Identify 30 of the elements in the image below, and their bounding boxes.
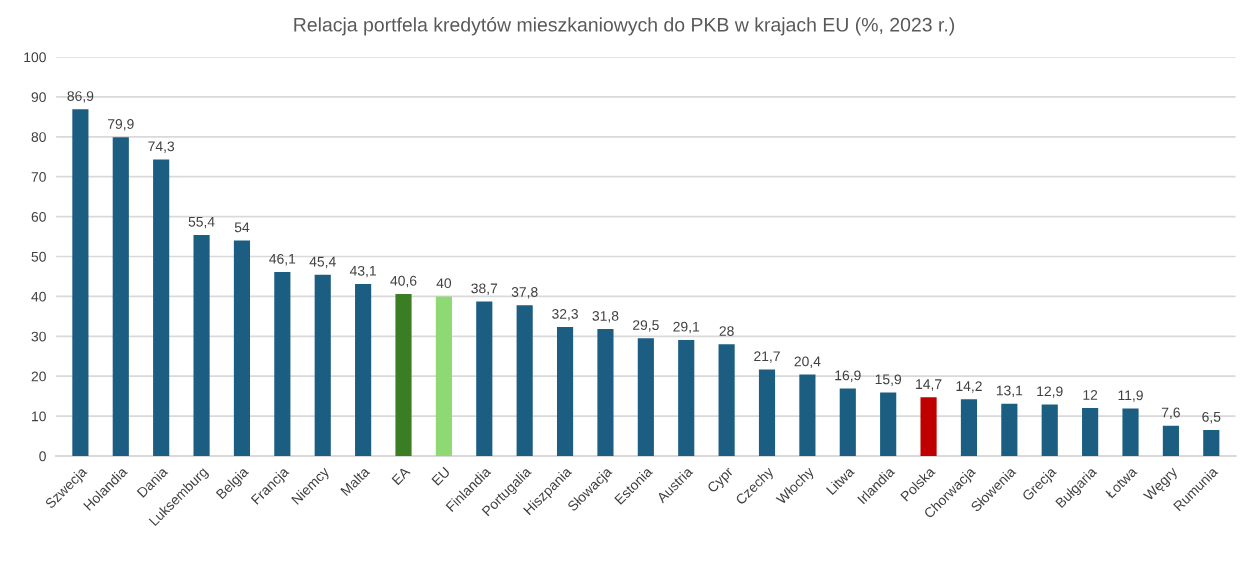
bar <box>597 329 614 456</box>
bar <box>355 284 372 456</box>
bar <box>799 374 816 456</box>
bar <box>758 369 776 456</box>
bar <box>678 339 695 456</box>
bar <box>274 272 291 456</box>
bar <box>1203 430 1220 456</box>
bar <box>556 327 574 456</box>
bar <box>516 305 533 456</box>
bar <box>1082 408 1099 456</box>
bar <box>880 392 897 456</box>
bar <box>435 296 452 456</box>
bar <box>395 294 412 456</box>
bar <box>1001 403 1018 456</box>
bar <box>476 301 493 456</box>
bar <box>1162 425 1179 456</box>
bar <box>193 234 210 456</box>
bar <box>920 397 937 456</box>
bar <box>839 388 856 456</box>
bar <box>960 399 978 456</box>
bar <box>153 159 170 456</box>
bar <box>1122 408 1139 456</box>
chart-title: Relacja portfela kredytów mieszkaniowych do PKB w krajach EU (%, 2023 r.) <box>294 17 955 36</box>
bar <box>1041 404 1058 456</box>
bar <box>72 109 89 456</box>
bar <box>233 240 251 456</box>
bar <box>314 274 331 456</box>
bar <box>718 344 735 456</box>
bar <box>637 338 654 456</box>
bar <box>112 137 129 456</box>
